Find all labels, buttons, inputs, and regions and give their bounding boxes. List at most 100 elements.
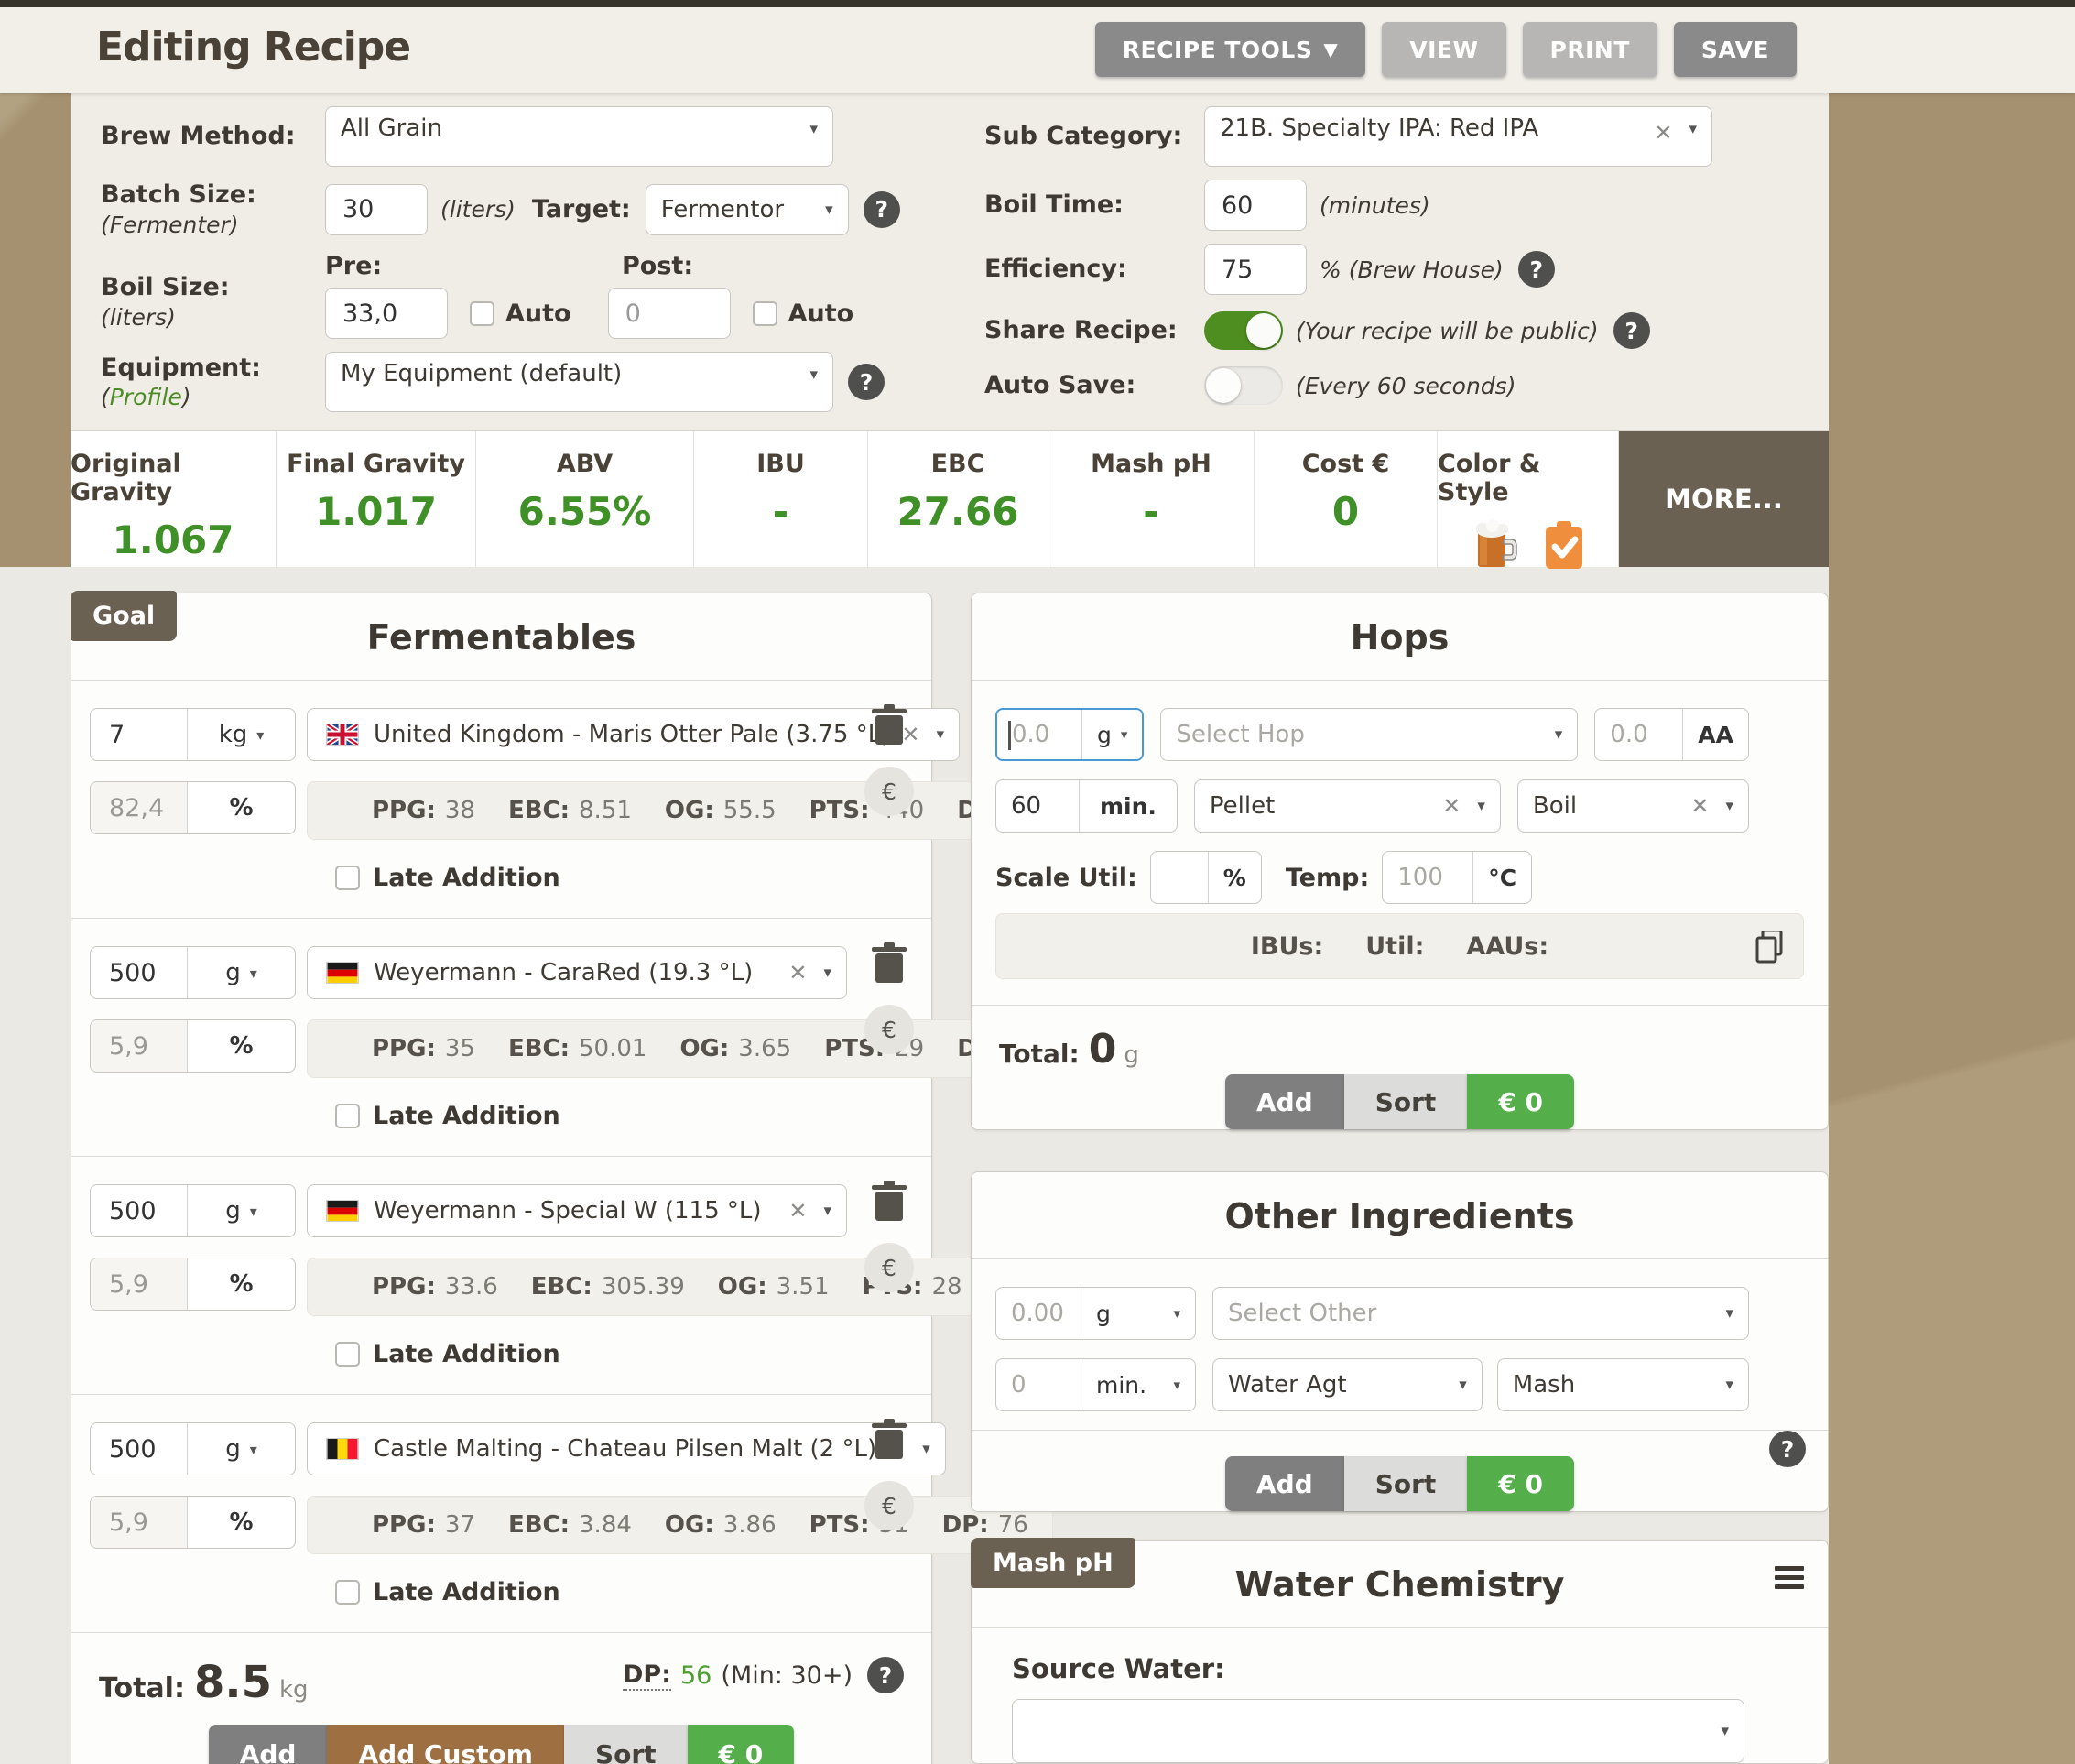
fermentable-qty-input[interactable] bbox=[91, 1423, 187, 1475]
fermentable-pct-input[interactable] bbox=[91, 782, 187, 833]
other-qty-input[interactable] bbox=[996, 1288, 1081, 1339]
fermentable-unit-select[interactable]: g ▾ bbox=[187, 947, 295, 998]
fermentable-pct-input[interactable] bbox=[91, 1497, 187, 1548]
fermentable-qty-input[interactable] bbox=[91, 1185, 187, 1236]
sort-hops-button[interactable]: Sort bbox=[1343, 1074, 1468, 1129]
late-addition-checkbox[interactable] bbox=[335, 1104, 360, 1128]
hop-unit-select[interactable]: g ▾ bbox=[1081, 710, 1142, 759]
view-button[interactable]: VIEW bbox=[1382, 22, 1506, 77]
target-help-icon[interactable]: ? bbox=[863, 191, 900, 228]
fermentable-cost-icon[interactable]: € bbox=[864, 1481, 914, 1530]
delete-fermentable-icon[interactable] bbox=[870, 942, 908, 988]
fermentable-cost-icon[interactable]: € bbox=[864, 1243, 914, 1292]
more-stats-button[interactable]: MORE... bbox=[1619, 431, 1829, 567]
scale-util-label: Scale Util: bbox=[995, 863, 1137, 892]
add-other-button[interactable]: Add bbox=[1224, 1456, 1344, 1511]
copy-icon[interactable] bbox=[1755, 929, 1783, 970]
fermentable-qty-group: g▾ bbox=[90, 1184, 296, 1237]
brew-method-select[interactable]: All Grain ▾ bbox=[325, 106, 833, 167]
goal-badge[interactable]: Goal bbox=[71, 591, 178, 641]
close-icon[interactable]: ✕ bbox=[788, 960, 808, 985]
boil-pre-auto-checkbox[interactable] bbox=[470, 300, 494, 326]
hop-qty-input[interactable] bbox=[997, 710, 1081, 759]
recipe-tools-button[interactable]: RECIPE TOOLS ▼ bbox=[1094, 22, 1366, 77]
sort-fermentables-button[interactable]: Sort bbox=[563, 1725, 688, 1764]
delete-fermentable-icon[interactable] bbox=[870, 704, 908, 750]
save-button[interactable]: SAVE bbox=[1673, 22, 1797, 77]
hop-type-select[interactable]: Pellet ✕ ▾ bbox=[1193, 779, 1501, 833]
add-hop-button[interactable]: Add bbox=[1224, 1074, 1344, 1129]
temp-unit: °C bbox=[1472, 852, 1531, 903]
late-addition-checkbox[interactable] bbox=[335, 1342, 360, 1367]
close-icon[interactable]: ✕ bbox=[1654, 120, 1673, 146]
fermentable-pct-input[interactable] bbox=[91, 1020, 187, 1072]
share-recipe-toggle[interactable] bbox=[1204, 311, 1283, 350]
auto-save-toggle[interactable] bbox=[1204, 366, 1283, 405]
belgium-flag-icon bbox=[326, 1438, 359, 1460]
share-recipe-help-icon[interactable]: ? bbox=[1613, 312, 1650, 349]
late-addition-checkbox[interactable] bbox=[335, 1580, 360, 1605]
fermentable-qty-group: g▾ bbox=[90, 1422, 296, 1475]
hop-select[interactable]: Select Hop ▾ bbox=[1160, 708, 1579, 761]
other-cost-button[interactable]: € 0 bbox=[1467, 1456, 1575, 1511]
fermentable-select[interactable]: Weyermann - Special W (115 °L) ✕ ▾ bbox=[307, 1184, 847, 1237]
hop-use-select[interactable]: Boil ✕ ▾ bbox=[1516, 779, 1749, 833]
close-icon[interactable]: ✕ bbox=[1690, 793, 1710, 819]
temp-input[interactable] bbox=[1383, 852, 1473, 903]
mash-ph-badge[interactable]: Mash pH bbox=[971, 1538, 1135, 1588]
fermentable-pct-input[interactable] bbox=[91, 1258, 187, 1310]
add-custom-fermentable-button[interactable]: Add Custom bbox=[327, 1725, 564, 1764]
other-time-input[interactable] bbox=[996, 1359, 1081, 1410]
beer-mug-icon[interactable] bbox=[1472, 519, 1520, 574]
source-water-select[interactable]: ▾ bbox=[1012, 1699, 1744, 1763]
late-addition-checkbox[interactable] bbox=[335, 866, 360, 890]
batch-size-input[interactable] bbox=[325, 183, 428, 235]
print-button[interactable]: PRINT bbox=[1522, 22, 1657, 77]
target-select[interactable]: Fermentor ▾ bbox=[645, 183, 849, 235]
fermentable-unit-select[interactable]: g ▾ bbox=[187, 1423, 295, 1475]
efficiency-help-icon[interactable]: ? bbox=[1517, 251, 1555, 288]
other-select[interactable]: Select Other ▾ bbox=[1212, 1287, 1749, 1340]
fermentable-qty-input[interactable] bbox=[91, 709, 187, 760]
hop-aa-input[interactable] bbox=[1595, 709, 1683, 760]
other-type-select[interactable]: Water Agt ▾ bbox=[1212, 1358, 1483, 1411]
sort-other-button[interactable]: Sort bbox=[1343, 1456, 1468, 1511]
fermentable-qty-input[interactable] bbox=[91, 947, 187, 998]
fermentable-select[interactable]: Weyermann - CaraRed (19.3 °L) ✕ ▾ bbox=[307, 946, 847, 999]
equipment-help-icon[interactable]: ? bbox=[848, 364, 885, 400]
fermentable-unit-select[interactable]: kg ▾ bbox=[187, 709, 295, 760]
scale-util-input[interactable] bbox=[1150, 852, 1208, 903]
boil-size-pre-input[interactable] bbox=[325, 288, 448, 339]
boil-time-input[interactable] bbox=[1204, 180, 1307, 231]
other-help-icon[interactable]: ? bbox=[1769, 1431, 1806, 1467]
boil-post-auto-checkbox[interactable] bbox=[752, 300, 777, 326]
fermentable-unit-select[interactable]: g ▾ bbox=[187, 1185, 295, 1236]
other-unit-select[interactable]: g ▾ bbox=[1081, 1288, 1195, 1339]
boil-size-post-input[interactable] bbox=[607, 288, 731, 339]
menu-icon[interactable] bbox=[1775, 1566, 1804, 1594]
hops-cost-button[interactable]: € 0 bbox=[1467, 1074, 1575, 1129]
fermentable-select[interactable]: Castle Malting - Chateau Pilsen Malt (2 … bbox=[307, 1422, 946, 1475]
other-use-select[interactable]: Mash ▾ bbox=[1496, 1358, 1749, 1411]
boil-time-unit-note: (minutes) bbox=[1320, 191, 1430, 219]
fermentable-cost-icon[interactable]: € bbox=[864, 767, 914, 816]
add-fermentable-button[interactable]: Add bbox=[208, 1725, 328, 1764]
fermentables-cost-button[interactable]: € 0 bbox=[687, 1725, 795, 1764]
close-icon[interactable]: ✕ bbox=[901, 722, 920, 747]
other-time-unit-select[interactable]: min. ▾ bbox=[1081, 1359, 1195, 1410]
equipment-select[interactable]: My Equipment (default) ▾ bbox=[325, 352, 833, 412]
hop-time-input[interactable] bbox=[996, 780, 1079, 832]
close-icon[interactable]: ✕ bbox=[788, 1198, 808, 1224]
fermentable-pct-group: % bbox=[90, 1258, 296, 1311]
delete-fermentable-icon[interactable] bbox=[870, 1181, 908, 1226]
dp-help-icon[interactable]: ? bbox=[867, 1657, 904, 1693]
fermentable-cost-icon[interactable]: € bbox=[864, 1005, 914, 1054]
efficiency-input[interactable] bbox=[1204, 244, 1307, 295]
diastatic-power-readout: DP: 56 (Min: 30+) ? bbox=[623, 1657, 904, 1693]
delete-fermentable-icon[interactable] bbox=[870, 1419, 908, 1465]
style-clipboard-icon[interactable] bbox=[1544, 519, 1584, 574]
equipment-profile-link[interactable]: Profile bbox=[109, 384, 182, 411]
fermentable-select[interactable]: United Kingdom - Maris Otter Pale (3.75 … bbox=[307, 708, 961, 761]
sub-category-select[interactable]: 21B. Specialty IPA: Red IPA ✕ ▾ bbox=[1204, 106, 1712, 167]
close-icon[interactable]: ✕ bbox=[1442, 793, 1461, 819]
